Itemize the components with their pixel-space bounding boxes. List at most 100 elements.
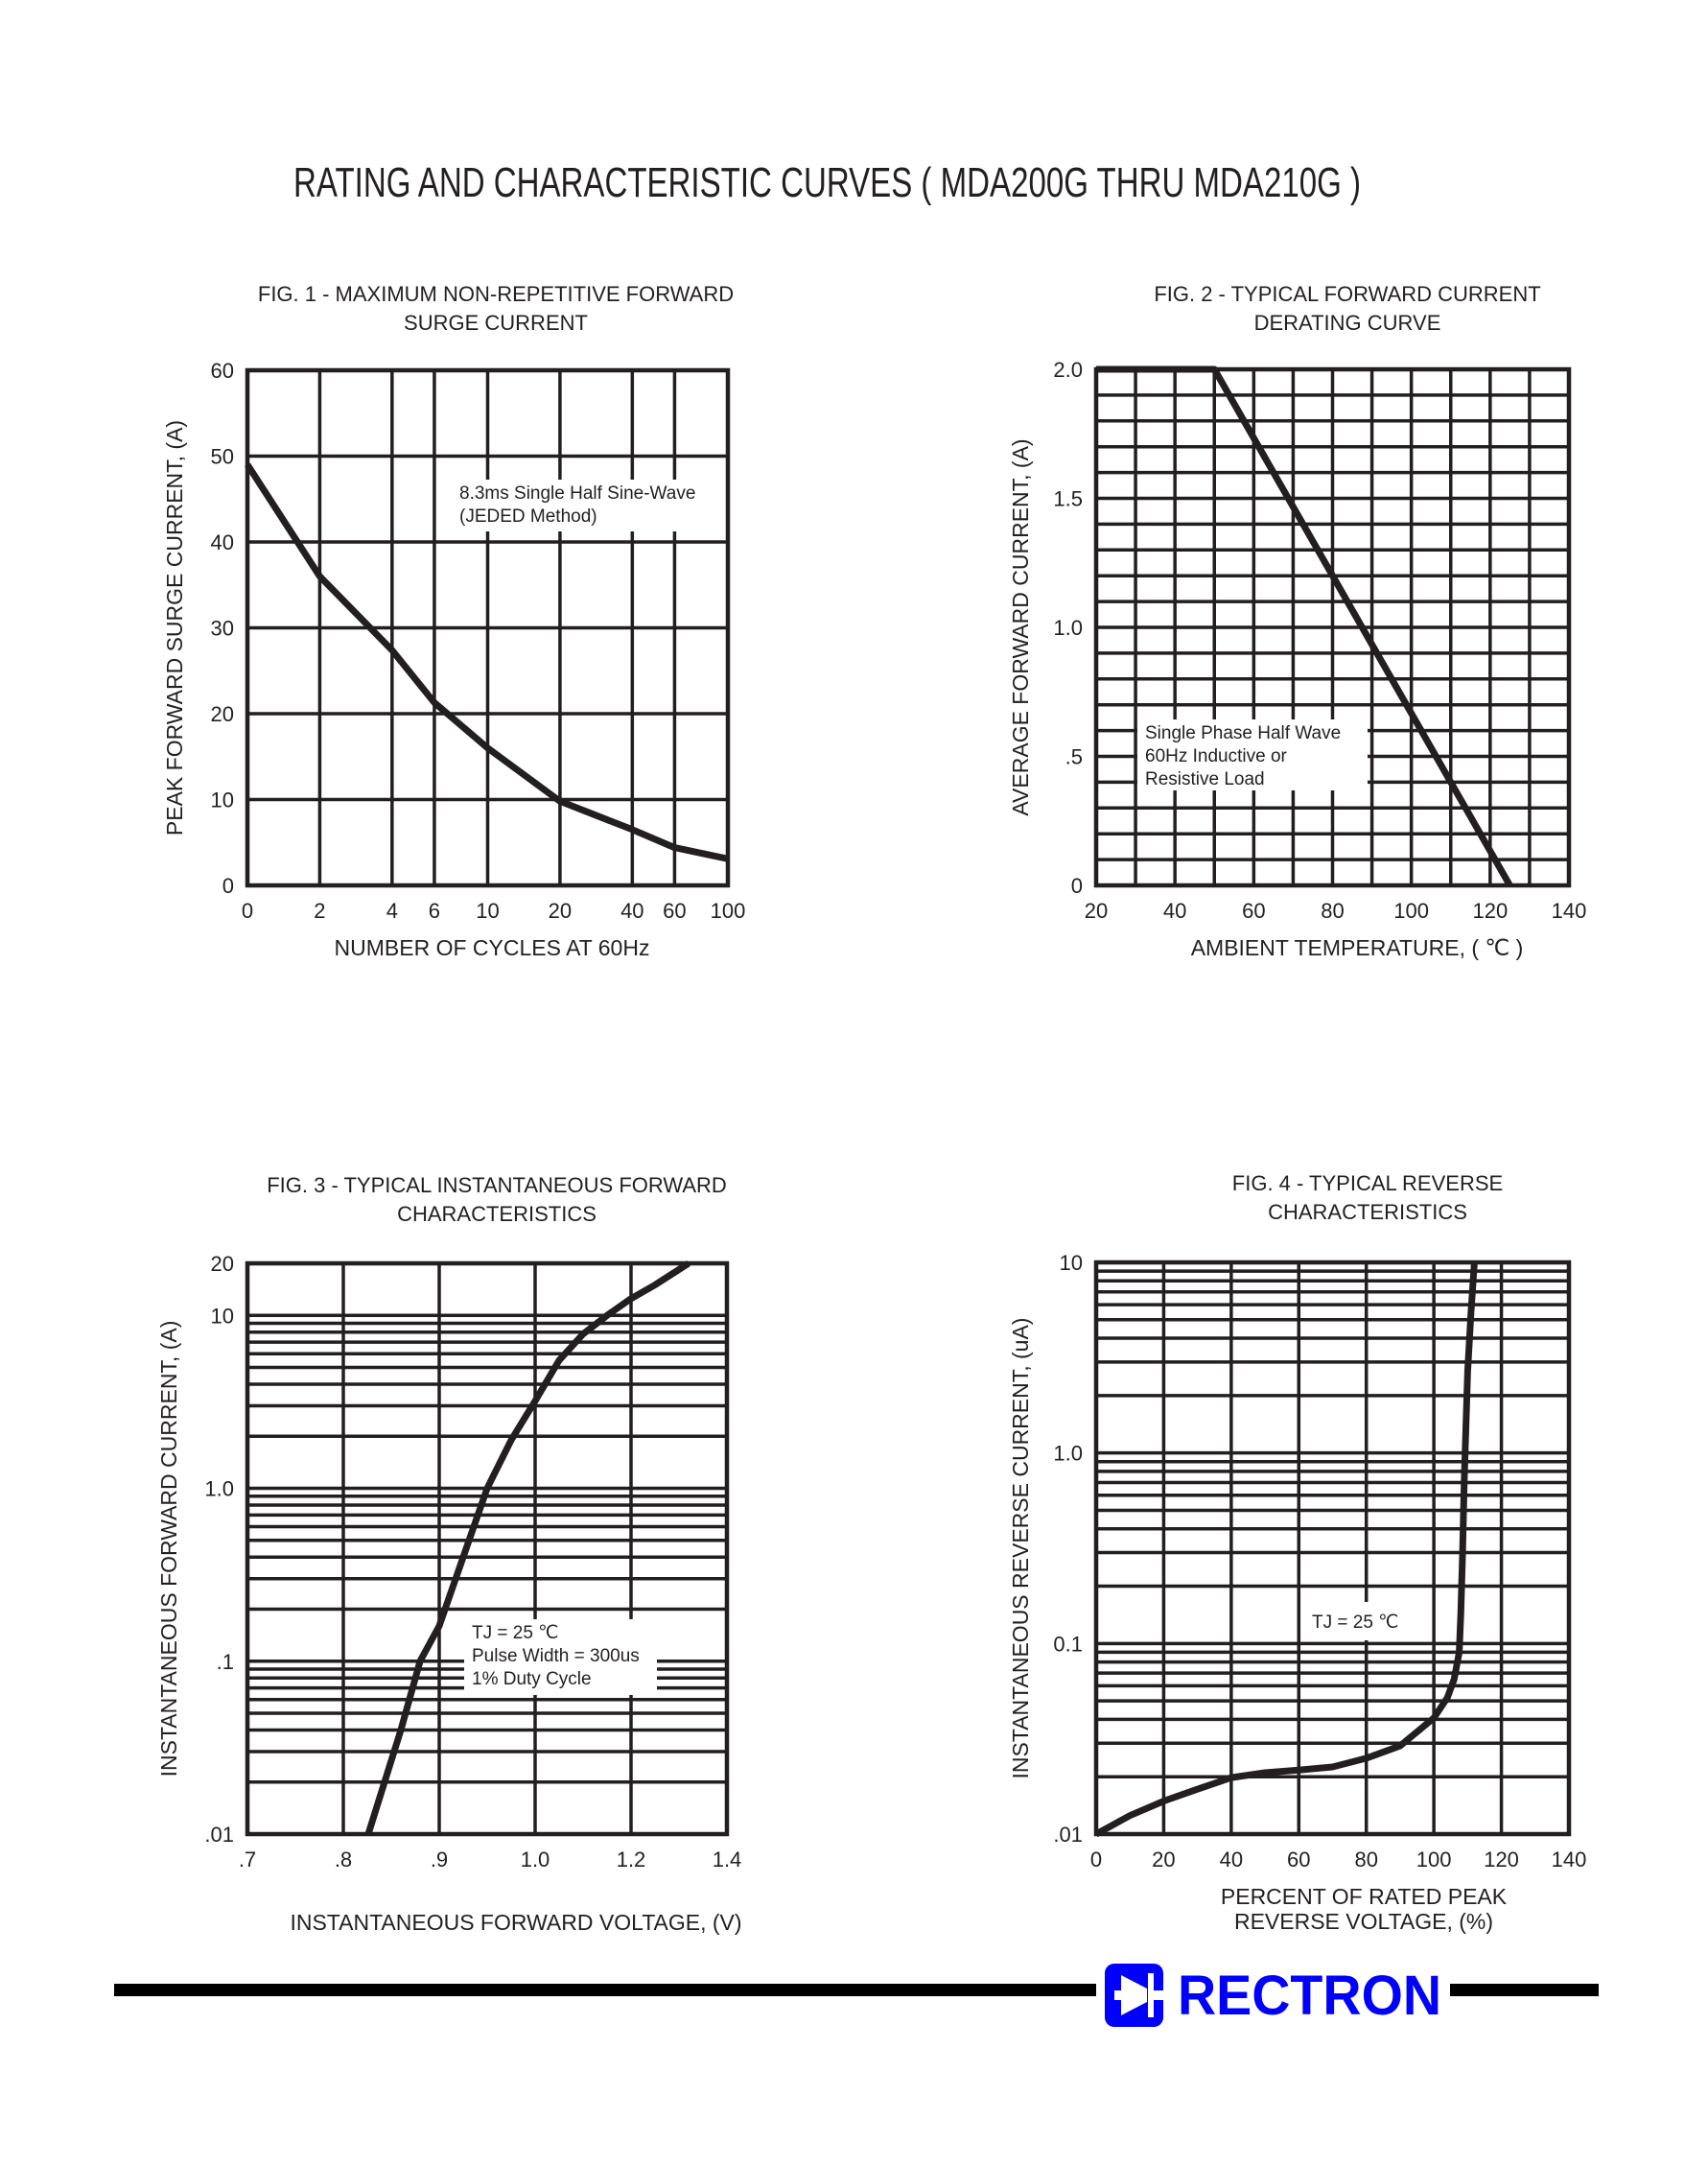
y-tick-label: 60 [211, 359, 234, 383]
x-tick-label: 40 [620, 899, 643, 923]
annotation-text: TJ = 25 ℃ [472, 1623, 559, 1643]
annotation-text: 8.3ms Single Half Sine-Wave [459, 483, 695, 504]
x-tick-label: 1.4 [713, 1848, 742, 1872]
annotation-text: TJ = 25 ℃ [1312, 1613, 1399, 1633]
x-tick-label: 120 [1472, 899, 1508, 923]
figure-title: CHARACTERISTICS [1268, 1200, 1467, 1224]
x-tick-label: .7 [239, 1848, 256, 1872]
figure-title: FIG. 1 - MAXIMUM NON-REPETITIVE FORWARD [258, 282, 734, 306]
figure-4: TJ = 25 ℃ FIG. 4 - TYPICAL REVERSE CHARACT… [1008, 1171, 1586, 1934]
annotation-box [452, 480, 716, 531]
footer-rule-left [114, 1984, 1096, 1996]
plot-frame [1093, 1260, 1572, 1837]
x-tick-label: 0 [1090, 1848, 1102, 1872]
x-tick-label: 10 [476, 899, 499, 923]
data-curve [364, 1260, 690, 1836]
annotation-text: 60Hz Inductive or [1145, 746, 1288, 766]
figure-2: Single Phase Half Wave 60Hz Inductive or R… [1008, 282, 1586, 960]
x-tick-label: .8 [335, 1848, 352, 1872]
brand-name: RECTRON [1178, 1965, 1441, 2027]
figure-title: DERATING CURVE [1254, 311, 1441, 335]
y-axis-title: INSTANTANEOUS REVERSE CURRENT, (uA) [1008, 1318, 1033, 1779]
y-axis-title: PEAK FORWARD SURGE CURRENT, (A) [162, 420, 187, 836]
y-tick-label: 0.1 [1053, 1632, 1083, 1656]
x-axis-title: REVERSE VOLTAGE, (%) [1234, 1909, 1493, 1934]
x-tick-label: 100 [711, 899, 746, 923]
annotation-text: 1% Duty Cycle [472, 1669, 592, 1689]
y-axis-title: INSTANTANEOUS FORWARD CURRENT, (A) [156, 1321, 181, 1778]
x-tick-label: 140 [1552, 1848, 1587, 1872]
x-tick-label: 100 [1393, 899, 1429, 923]
figure-title: FIG. 3 - TYPICAL INSTANTANEOUS FORWARD [267, 1173, 727, 1197]
diode-icon [1105, 1964, 1163, 2027]
page-title: RATING AND CHARACTERISTIC CURVES ( MDA20… [293, 159, 1361, 206]
y-tick-label: .5 [1065, 745, 1083, 769]
x-tick-label: 2 [314, 899, 325, 923]
x-axis-title: INSTANTANEOUS FORWARD VOLTAGE, (V) [290, 1910, 741, 1935]
x-tick-label: 20 [549, 899, 572, 923]
figure-title: CHARACTERISTICS [397, 1202, 597, 1226]
annotation-text: (JEDED Method) [459, 506, 597, 527]
x-tick-label: 4 [386, 899, 398, 923]
x-tick-label: 80 [1354, 1848, 1377, 1872]
x-tick-label: 40 [1163, 899, 1186, 923]
y-tick-label: 0 [1071, 874, 1083, 898]
figure-1: 8.3ms Single Half Sine-Wave(JEDED Method… [162, 282, 745, 960]
x-tick-label: 1.2 [617, 1848, 646, 1872]
x-tick-label: 140 [1552, 899, 1587, 923]
y-axis-title: AVERAGE FORWARD CURRENT, (A) [1008, 438, 1033, 815]
x-tick-label: 60 [663, 899, 686, 923]
footer-rule-right [1450, 1984, 1599, 1996]
x-tick-label: 120 [1484, 1848, 1519, 1872]
y-tick-label: .01 [204, 1823, 234, 1847]
figure-title: FIG. 4 - TYPICAL REVERSE [1232, 1171, 1503, 1195]
y-tick-label: 10 [1060, 1251, 1083, 1275]
y-tick-label: 1.0 [1053, 1442, 1083, 1466]
y-tick-label: 10 [211, 1304, 234, 1328]
annotation-box [1304, 1602, 1400, 1640]
x-tick-label: 20 [1152, 1848, 1175, 1872]
plot-frame [1093, 366, 1572, 888]
y-tick-label: 30 [211, 617, 234, 641]
y-tick-label: 20 [211, 1252, 234, 1276]
y-tick-label: 50 [211, 445, 234, 469]
plot-frame [245, 1260, 730, 1837]
x-axis-title: PERCENT OF RATED PEAK [1221, 1884, 1508, 1909]
annotation-text: Pulse Width = 300us [472, 1646, 640, 1666]
annotation-box [464, 1619, 657, 1695]
annotation-text: Resistive Load [1145, 769, 1265, 789]
y-tick-label: 1.0 [204, 1477, 234, 1501]
y-tick-label: 40 [211, 530, 234, 554]
y-tick-label: .01 [1053, 1823, 1083, 1847]
x-tick-label: 60 [1287, 1848, 1310, 1872]
y-tick-label: 2.0 [1053, 358, 1083, 382]
y-tick-label: 1.5 [1053, 487, 1083, 511]
figure-title: FIG. 2 - TYPICAL FORWARD CURRENT [1154, 282, 1540, 306]
plot-frame [245, 367, 731, 888]
x-tick-label: 20 [1085, 899, 1108, 923]
x-tick-label: 0 [242, 899, 253, 923]
x-tick-label: 1.0 [521, 1848, 550, 1872]
x-tick-label: 100 [1416, 1848, 1452, 1872]
data-curve [1094, 1261, 1478, 1838]
x-tick-label: 60 [1242, 899, 1265, 923]
y-tick-label: 10 [211, 789, 234, 812]
annotation-text: Single Phase Half Wave [1145, 723, 1341, 743]
figure-title: SURGE CURRENT [404, 311, 588, 335]
x-tick-label: 6 [429, 899, 440, 923]
y-tick-label: 1.0 [1053, 616, 1083, 640]
data-curve [245, 462, 729, 862]
figure-3: TJ = 25 ℃ Pulse Width = 300us 1% Duty Cycl… [156, 1173, 742, 1935]
x-tick-label: 40 [1220, 1848, 1243, 1872]
x-axis-title: NUMBER OF CYCLES AT 60Hz [335, 935, 650, 960]
y-tick-label: .1 [217, 1650, 234, 1674]
x-tick-label: 80 [1321, 899, 1344, 923]
y-tick-label: 0 [222, 874, 234, 898]
y-tick-label: 20 [211, 702, 234, 726]
x-axis-title: AMBIENT TEMPERATURE, ( ℃ ) [1191, 935, 1524, 960]
rectron-logo: RECTRON [1105, 1964, 1441, 2027]
annotation-box [1137, 719, 1368, 790]
x-tick-label: .9 [431, 1848, 448, 1872]
